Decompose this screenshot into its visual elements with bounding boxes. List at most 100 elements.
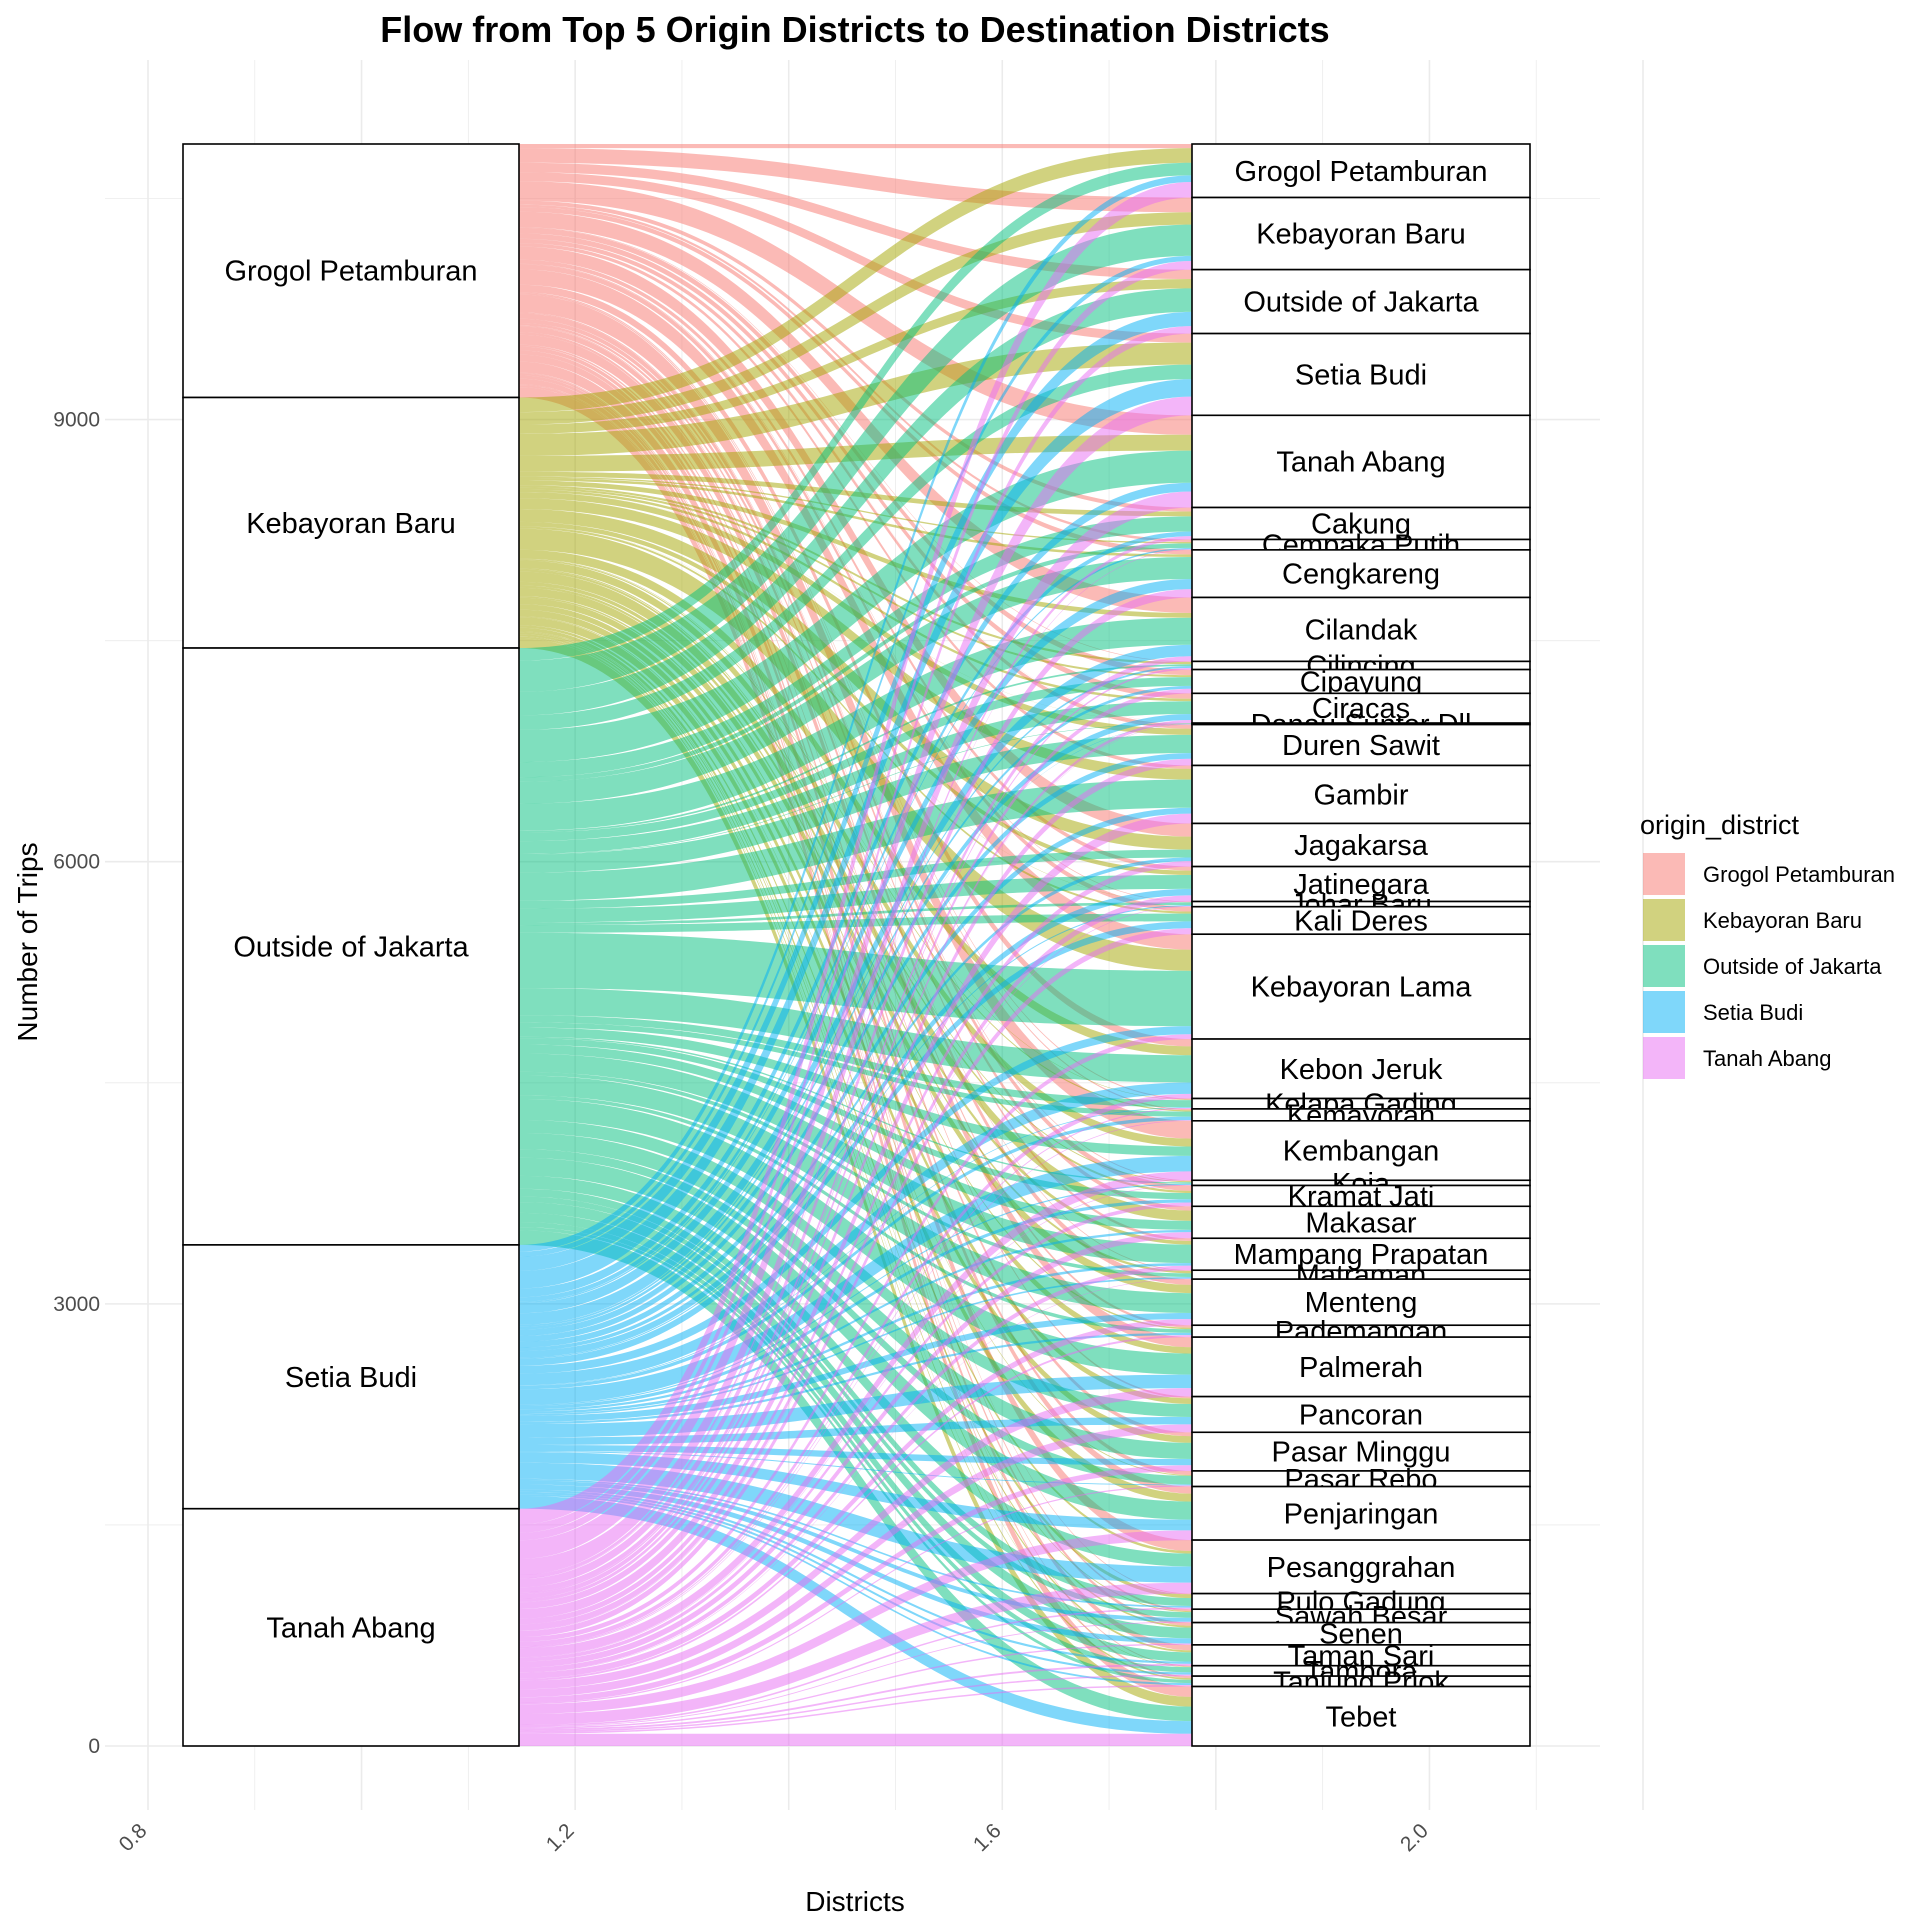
destination-stratum-palmerah	[1191, 1336, 1531, 1398]
flow-outside-of-jakarta-to-tanah-abang	[519, 450, 1192, 763]
destination-stratum-kebon-jeruk	[1191, 1038, 1531, 1100]
destination-label-cengkareng: Cengkareng	[1282, 559, 1440, 591]
origin-stratum-outside-of-jakarta	[182, 647, 520, 1246]
flow-kebayoran-baru-to-jatinegara	[519, 521, 1192, 876]
destination-label-cakung: Cakung	[1311, 508, 1411, 540]
flow-grogol-petamburan-to-kemayoran	[519, 293, 1192, 1111]
flow-outside-of-jakarta-to-koja	[519, 1036, 1192, 1184]
flow-tanah-abang-to-gambir	[519, 813, 1192, 1619]
flow-kebayoran-baru-to-menteng	[519, 587, 1192, 1294]
flow-grogol-petamburan-to-danau-sunter-dll	[519, 238, 1192, 724]
flow-kebayoran-baru-to-setia-budi	[519, 342, 1192, 456]
flow-kebayoran-baru-to-gambir	[519, 498, 1192, 780]
legend: Grogol Petamburan Kebayoran Baru Outside o…	[1643, 853, 1895, 1079]
destination-label-kali-deres: Kali Deres	[1294, 905, 1428, 937]
chart-title: Flow from Top 5 Origin Districts to Dest…	[380, 9, 1329, 50]
flow-tanah-abang-to-cakung	[519, 536, 1192, 1579]
destination-label-pasar-minggu: Pasar Minggu	[1272, 1437, 1451, 1469]
flow-tanah-abang-to-jagakarsa	[519, 861, 1192, 1625]
flow-outside-of-jakarta-to-johar-baru	[519, 902, 1192, 926]
flow-grogol-petamburan-to-taman-sari	[519, 378, 1192, 1651]
flow-grogol-petamburan-to-kebayoran-baru	[519, 148, 1192, 213]
flow-grogol-petamburan-to-kelapa-gading	[519, 292, 1192, 1100]
flow-grogol-petamburan-to-outside-of-jakarta	[519, 162, 1192, 280]
x-tick-label: 0.8	[115, 1819, 152, 1856]
destination-label-cilandak: Cilandak	[1305, 614, 1418, 646]
origin-stratum-tanah-abang	[182, 1507, 520, 1747]
flow-outside-of-jakarta-to-cakung	[519, 516, 1192, 778]
legend-label-outside-of-jakarta: Outside of Jakarta	[1703, 954, 1882, 979]
flow-tanah-abang-to-jatinegara	[519, 895, 1192, 1631]
flow-setia-budi-to-ciracas	[519, 714, 1192, 1336]
flow-outside-of-jakarta-to-senen	[519, 1202, 1192, 1639]
flow-grogol-petamburan-to-cempaka-putih	[519, 204, 1192, 543]
destination-stratum-pancoran	[1191, 1395, 1531, 1434]
origin-label-grogol-petamburan: Grogol Petamburan	[224, 256, 477, 288]
origin-label-setia-budi: Setia Budi	[285, 1362, 417, 1394]
flow-tanah-abang-to-pulo-gadung	[519, 1607, 1192, 1727]
flow-outside-of-jakarta-to-setia-budi	[519, 364, 1192, 730]
destination-label-outside-of-jakarta: Outside of Jakarta	[1243, 287, 1479, 319]
flow-tanah-abang-to-kebayoran-baru	[519, 261, 1192, 1533]
destination-stratum-kembangan	[1191, 1120, 1531, 1182]
flow-tanah-abang-to-kebayoran-lama	[519, 1034, 1192, 1642]
flow-setia-budi-to-kramat-jati	[519, 1199, 1192, 1410]
flow-tanah-abang-to-tambora	[519, 1674, 1192, 1733]
flow-tanah-abang-to-danau-sunter-dll	[519, 724, 1192, 1603]
destination-stratum-duren-sawit	[1191, 723, 1531, 767]
flow-tanah-abang-to-sawah-besar	[519, 1621, 1192, 1728]
flow-setia-budi-to-kebayoran-baru	[519, 255, 1192, 1257]
flow-outside-of-jakarta-to-taman-sari	[519, 1212, 1192, 1662]
flow-setia-budi-to-cilincing	[519, 665, 1192, 1327]
destination-stratum-gambir	[1191, 764, 1531, 825]
destination-label-duren-sawit: Duren Sawit	[1282, 730, 1440, 762]
flow-kebayoran-baru-to-pulo-gadung	[519, 627, 1192, 1599]
flow-grogol-petamburan-to-setia-budi	[519, 172, 1192, 343]
flow-outside-of-jakarta-to-pasar-rebo	[519, 1149, 1192, 1485]
flow-tanah-abang-to-ciracas	[519, 720, 1192, 1602]
origin-label-outside-of-jakarta: Outside of Jakarta	[233, 931, 469, 963]
flow-tanah-abang-to-grogol-petamburan	[519, 182, 1192, 1525]
flow-outside-of-jakarta-to-pasar-minggu	[519, 1133, 1192, 1459]
destination-label-grogol-petamburan: Grogol Petamburan	[1234, 156, 1487, 188]
y-tick-label: 0	[88, 1735, 100, 1758]
flow-outside-of-jakarta-to-kebayoran-baru	[519, 224, 1192, 692]
flow-tanah-abang-to-pademangan	[519, 1335, 1192, 1681]
legend-label-grogol-petamburan: Grogol Petamburan	[1703, 862, 1895, 887]
flow-tanah-abang-to-senen	[519, 1643, 1192, 1729]
destination-label-makasar: Makasar	[1305, 1207, 1417, 1239]
flow-setia-budi-to-grogol-petamburan	[519, 175, 1192, 1252]
flow-tanah-abang-to-kali-deres	[519, 928, 1192, 1637]
destination-label-mampang-prapatan: Mampang Prapatan	[1234, 1239, 1489, 1271]
flow-kebayoran-baru-to-cilincing	[519, 485, 1192, 665]
flow-tanah-abang-to-tebet	[519, 1733, 1192, 1746]
flow-outside-of-jakarta-to-makasar	[519, 1044, 1192, 1230]
flow-setia-budi-to-koja	[519, 1183, 1192, 1407]
y-tick-label: 9000	[53, 409, 100, 432]
destination-stratum-cakung	[1191, 506, 1531, 541]
flow-outside-of-jakarta-to-duren-sawit	[519, 734, 1192, 873]
flow-tanah-abang-to-kelapa-gading	[519, 1107, 1192, 1648]
flow-setia-budi-to-kemayoran	[519, 1116, 1192, 1390]
flow-outside-of-jakarta-to-ciracas	[519, 701, 1192, 854]
x-axis-title: Districts	[805, 1886, 905, 1917]
flow-grogol-petamburan-to-kebon-jeruk	[519, 284, 1192, 1047]
flow-tanah-abang-to-cempaka-putih	[519, 549, 1192, 1580]
flow-outside-of-jakarta-to-grogol-petamburan	[519, 162, 1192, 661]
flow-tanah-abang-to-duren-sawit	[519, 758, 1192, 1609]
legend-title: origin_district	[1640, 810, 1800, 840]
flow-tanah-abang-to-cilincing	[519, 667, 1192, 1595]
origin-stratum-grogol-petamburan	[182, 143, 520, 399]
flow-kebayoran-baru-to-outside-of-jakarta	[519, 279, 1192, 434]
flow-setia-budi-to-outside-of-jakarta	[519, 311, 1192, 1271]
flow-tanah-abang-to-setia-budi	[519, 396, 1192, 1559]
destination-stratum-cilandak	[1191, 596, 1531, 663]
flow-kebayoran-baru-to-senen	[519, 632, 1192, 1628]
destination-stratum-cengkareng	[1191, 549, 1531, 599]
flow-grogol-petamburan-to-kali-deres	[519, 264, 1192, 912]
flow-setia-budi-to-sawah-besar	[519, 1480, 1192, 1622]
destination-label-setia-budi: Setia Budi	[1295, 359, 1427, 391]
destination-stratum-tebet	[1191, 1685, 1531, 1747]
flow-kebayoran-baru-to-kebayoran-lama	[519, 528, 1192, 971]
